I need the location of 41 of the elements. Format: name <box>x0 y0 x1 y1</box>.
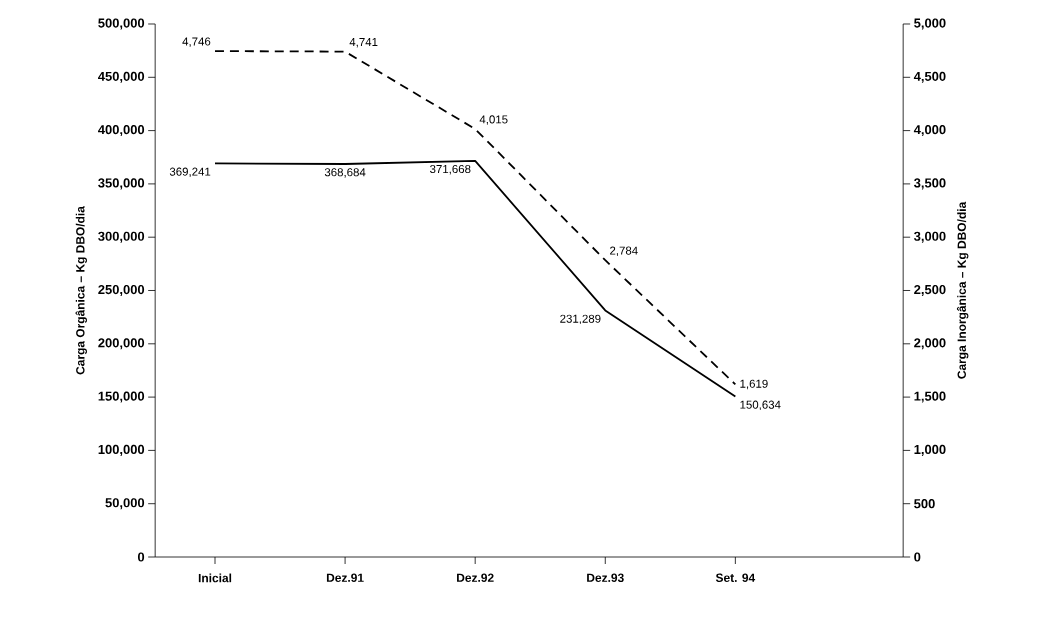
y2-tick-label: 5,000 <box>914 18 946 30</box>
data-label: 4,015 <box>479 115 508 125</box>
x-tick-label: Dez.93 <box>587 573 624 583</box>
data-label: 150,634 <box>740 400 781 411</box>
data-label: 4,746 <box>182 37 211 47</box>
y2-tick-label: 2,000 <box>914 338 946 350</box>
y-tick-label: 400,000 <box>98 125 145 137</box>
y-tick-label: 450,000 <box>98 71 145 83</box>
y2-tick-label: 0 <box>914 552 921 562</box>
y-tick-label: 300,000 <box>98 231 145 243</box>
y-tick-label: 350,000 <box>98 178 145 190</box>
line-series <box>214 159 737 398</box>
x-tick-label: Dez.92 <box>457 573 494 582</box>
data-label: 231,289 <box>560 314 601 325</box>
y2-tick-label: 1,000 <box>914 444 946 456</box>
x-tick-label: Set. 94 <box>715 573 756 582</box>
data-label: 371,668 <box>430 165 471 175</box>
data-label: 2,784 <box>610 246 638 257</box>
y-axis-title: Carga Orgânica – Kg DBO/dia <box>75 206 87 375</box>
y2-tick-label: 4,000 <box>913 125 946 137</box>
y-tick-label: 0 <box>137 552 145 562</box>
x-tick-label: Dez.91 <box>326 573 364 582</box>
y2-axis-title: Carga Inorgânica – Kg DBO/dia <box>956 201 969 379</box>
y-tick-label: 50,000 <box>105 498 145 510</box>
data-label: 369,241 <box>169 167 211 178</box>
y-tick-label: 500,000 <box>98 18 145 30</box>
line-series <box>214 50 737 386</box>
y2-tick-label: 3,500 <box>913 178 946 190</box>
y2-tick-label: 500 <box>914 499 935 509</box>
y-tick-label: 150,000 <box>98 391 145 403</box>
y2-tick-label: 2,500 <box>914 284 946 297</box>
data-label: 4,741 <box>349 38 378 48</box>
data-label: 368,684 <box>324 168 366 178</box>
y-tick-label: 100,000 <box>98 444 145 456</box>
data-label: 1,619 <box>740 379 768 390</box>
y2-tick-label: 1,500 <box>914 391 946 403</box>
y2-tick-label: 3,000 <box>913 231 946 243</box>
x-tick-label: Inicial <box>198 573 232 583</box>
y-tick-label: 200,000 <box>98 338 145 350</box>
y2-tick-label: 4,500 <box>913 71 946 83</box>
y-tick-label: 250,000 <box>98 284 145 297</box>
